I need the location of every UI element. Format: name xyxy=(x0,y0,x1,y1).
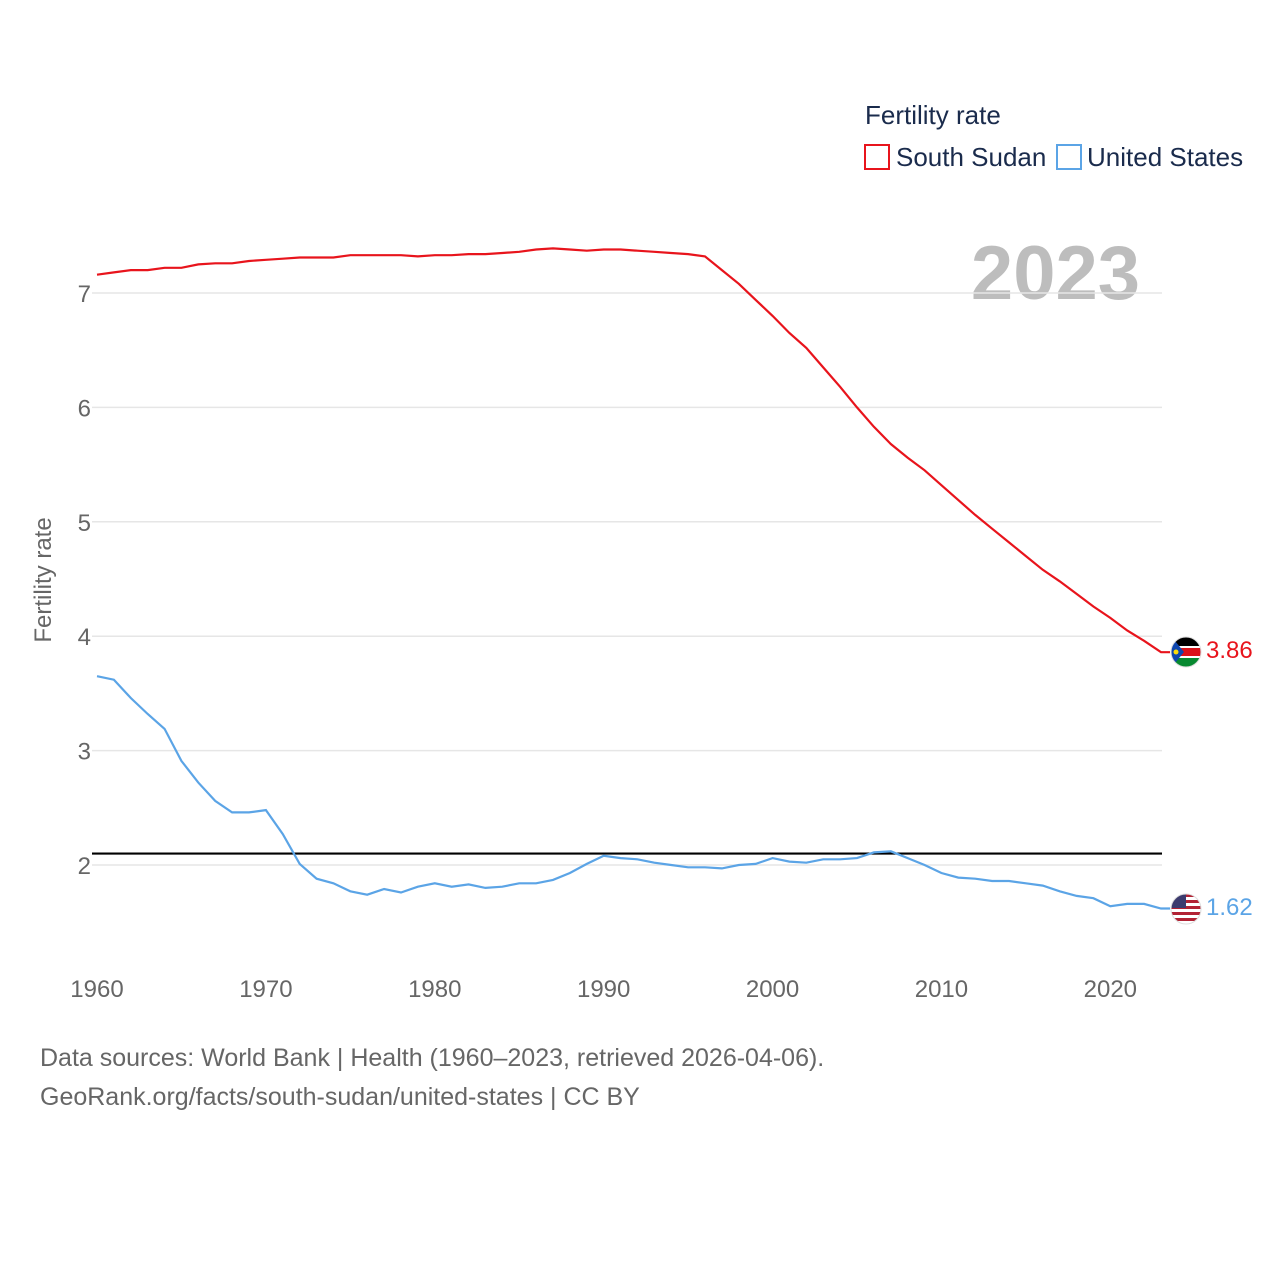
x-tick-label: 1960 xyxy=(70,976,123,1003)
legend-swatch-south-sudan[interactable] xyxy=(864,144,890,170)
y-tick-label: 2 xyxy=(78,853,91,880)
y-axis-title: Fertility rate xyxy=(30,517,57,642)
x-tick-label: 2010 xyxy=(915,976,968,1003)
y-tick-label: 6 xyxy=(78,395,91,422)
x-tick-label: 1980 xyxy=(408,976,461,1003)
south-sudan-flag-icon xyxy=(1171,637,1201,667)
united-states-flag-icon xyxy=(1171,894,1201,924)
end-label-south-sudan: 3.86 xyxy=(1206,637,1253,664)
y-axis-ticks: 2 3 4 5 6 7 xyxy=(78,281,91,880)
y-tick-label: 3 xyxy=(78,739,91,766)
legend-label-united-states[interactable]: United States xyxy=(1087,142,1243,172)
end-label-united-states: 1.62 xyxy=(1206,894,1253,921)
footer-source: Data sources: World Bank | Health (1960–… xyxy=(40,1044,825,1072)
series-line-united-states[interactable] xyxy=(96,675,1170,910)
legend-label-south-sudan[interactable]: South Sudan xyxy=(896,142,1046,172)
legend-swatch-united-states[interactable] xyxy=(1056,144,1082,170)
y-tick-label: 4 xyxy=(78,624,91,651)
legend-title: Fertility rate xyxy=(865,100,1001,130)
gridlines xyxy=(92,292,1162,866)
x-tick-label: 2000 xyxy=(746,976,799,1003)
series-line-south-sudan[interactable] xyxy=(96,247,1170,654)
x-tick-label: 1990 xyxy=(577,976,630,1003)
year-label: 2023 xyxy=(971,231,1140,316)
y-tick-label: 7 xyxy=(78,281,91,308)
x-tick-label: 1970 xyxy=(239,976,292,1003)
y-tick-label: 5 xyxy=(78,510,91,537)
x-tick-label: 2020 xyxy=(1084,976,1137,1003)
footer-link[interactable]: GeoRank.org/facts/south-sudan/united-sta… xyxy=(40,1083,640,1111)
x-axis-ticks: 1960 1970 1980 1990 2000 2010 2020 xyxy=(70,976,1137,1003)
legend: Fertility rate South Sudan United States xyxy=(864,100,1243,172)
